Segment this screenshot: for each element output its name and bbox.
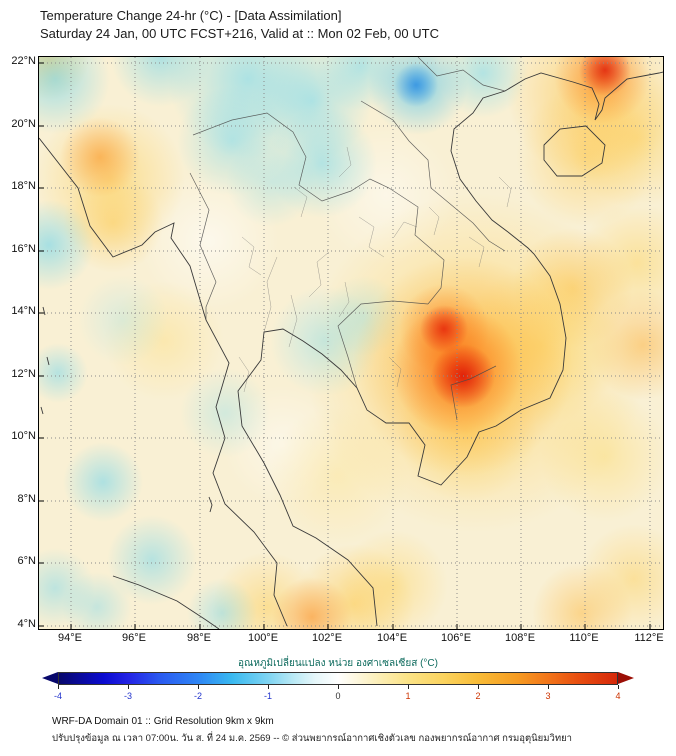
lon-axis-label: 98°E: [187, 632, 211, 644]
lon-axis-label: 100°E: [247, 632, 279, 644]
colorbar-tickmark: [128, 685, 129, 689]
axis-ticks: [39, 62, 651, 629]
colorbar-tick-label: -3: [123, 691, 133, 701]
colorbar-tickmark: [58, 685, 59, 689]
colorbar-tick-label: 4: [615, 691, 621, 701]
colorbar-min-arrow: [42, 672, 58, 684]
gridlines: [39, 57, 663, 629]
colorbar-tickmark: [338, 685, 339, 689]
footer-domain-info: WRF-DA Domain 01 :: Grid Resolution 9km …: [52, 716, 274, 727]
footer-update-info: ปรับปรุงข้อมูล ณ เวลา 07:00น. วัน ส. ที่…: [52, 733, 572, 744]
colorbar-tickmark: [198, 685, 199, 689]
coastlines: [39, 71, 663, 629]
colorbar-tick-label: -2: [193, 691, 203, 701]
lat-axis-label: 8°N: [17, 493, 36, 505]
colorbar-tick-label: -1: [263, 691, 273, 701]
lat-axis-label: 6°N: [17, 555, 36, 567]
lon-axis-label: 102°E: [311, 632, 343, 644]
province-boundaries: [238, 146, 512, 393]
colorbar-title: อุณหภูมิเปลี่ยนแปลง หน่วย องศาเซลเซียส (…: [238, 658, 438, 669]
lon-axis-label: 112°E: [634, 632, 664, 644]
lat-axis-label: 18°N: [11, 180, 36, 192]
colorbar-tickmark: [408, 685, 409, 689]
lat-axis-label: 22°N: [11, 55, 36, 67]
lat-axis-label: 10°N: [11, 430, 36, 442]
lat-axis-label: 12°N: [11, 368, 36, 380]
page-subtitle: Saturday 24 Jan, 00 UTC FCST+216, Valid …: [40, 26, 439, 41]
colorbar-tickmark: [548, 685, 549, 689]
map-canvas: [39, 57, 663, 629]
colorbar: -4 -3 -2 -1 0 1 2 3 4: [42, 672, 634, 701]
lat-axis-label: 4°N: [17, 618, 36, 630]
lon-axis-label: 106°E: [440, 632, 472, 644]
colorbar-tick-label: 0: [335, 691, 341, 701]
colorbar-gradient: [58, 672, 618, 685]
colorbar-max-arrow: [618, 672, 634, 684]
lat-axis-label: 20°N: [11, 118, 36, 130]
country-borders: [189, 57, 506, 421]
temperature-field: [39, 57, 663, 629]
lat-axis-label: 16°N: [11, 243, 36, 255]
page-title: Temperature Change 24-hr (°C) - [Data As…: [40, 8, 342, 23]
colorbar-tick-label: 1: [405, 691, 411, 701]
map-plot: [38, 56, 664, 630]
colorbar-tickmark: [478, 685, 479, 689]
colorbar-tick-label: 2: [475, 691, 481, 701]
colorbar-tick-label: 3: [545, 691, 551, 701]
lon-axis-label: 96°E: [122, 632, 146, 644]
lon-axis-label: 108°E: [504, 632, 536, 644]
lon-axis-label: 110°E: [569, 632, 599, 644]
lat-axis-label: 14°N: [11, 305, 36, 317]
lon-axis-label: 94°E: [58, 632, 82, 644]
lon-axis-label: 104°E: [376, 632, 408, 644]
colorbar-tickmark: [618, 685, 619, 689]
colorbar-tickmark: [268, 685, 269, 689]
colorbar-tick-label: -4: [53, 691, 63, 701]
